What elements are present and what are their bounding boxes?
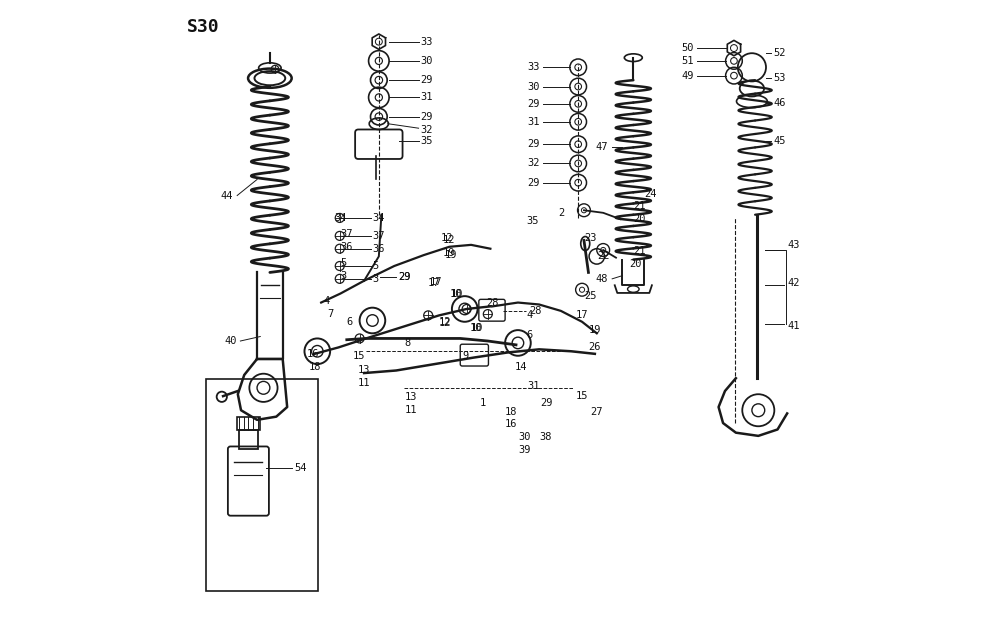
Bar (206, 379, 318, 591)
Text: 12: 12 (439, 317, 452, 327)
Text: 36: 36 (340, 242, 353, 252)
Text: 35: 35 (526, 216, 539, 226)
Text: 1: 1 (480, 397, 486, 408)
Text: 19: 19 (443, 247, 456, 258)
Text: 19: 19 (589, 325, 601, 335)
Text: 31: 31 (527, 117, 540, 127)
Text: 53: 53 (774, 73, 786, 83)
Text: 34: 34 (334, 213, 347, 223)
Text: 54: 54 (294, 463, 307, 473)
Text: 3: 3 (340, 271, 347, 281)
Text: 31: 31 (527, 381, 540, 391)
Text: 14: 14 (514, 362, 527, 372)
Text: 5: 5 (373, 261, 379, 271)
Text: 30: 30 (518, 432, 530, 442)
Text: 35: 35 (420, 136, 433, 146)
Text: 12: 12 (439, 318, 452, 328)
Text: 8: 8 (404, 338, 410, 348)
Text: 42: 42 (788, 278, 801, 288)
Text: 50: 50 (682, 43, 695, 53)
Text: 26: 26 (589, 342, 601, 353)
Text: 12: 12 (443, 235, 456, 246)
Text: S30: S30 (186, 18, 219, 36)
Text: 32: 32 (420, 125, 433, 135)
Bar (237, 417, 260, 430)
Text: 16: 16 (306, 349, 319, 359)
Text: 17: 17 (428, 278, 441, 288)
Text: 34: 34 (373, 213, 385, 223)
Text: 30: 30 (420, 56, 433, 66)
Text: 13: 13 (358, 365, 371, 376)
Text: 46: 46 (774, 97, 786, 108)
Text: 15: 15 (353, 351, 366, 361)
Text: 10: 10 (470, 323, 483, 333)
Text: 17: 17 (576, 310, 588, 320)
Text: 5: 5 (340, 258, 347, 268)
Text: 24: 24 (644, 188, 657, 199)
Text: 6: 6 (347, 317, 353, 327)
Text: 52: 52 (774, 47, 786, 58)
Text: 47: 47 (596, 142, 608, 153)
Text: 44: 44 (221, 190, 233, 201)
Text: 9: 9 (462, 351, 469, 361)
Text: 13: 13 (404, 392, 417, 403)
Text: 18: 18 (308, 362, 321, 372)
Text: 32: 32 (527, 158, 540, 169)
Text: 28: 28 (529, 306, 541, 316)
Text: 29: 29 (420, 75, 433, 85)
Text: 21: 21 (633, 246, 646, 256)
Text: 29: 29 (527, 99, 540, 109)
Text: 29: 29 (527, 178, 540, 188)
Text: 7: 7 (328, 309, 334, 319)
Text: 28: 28 (486, 297, 498, 308)
Text: 4: 4 (324, 296, 330, 306)
Text: 25: 25 (584, 291, 597, 301)
Bar (239, 430, 258, 449)
Text: 33: 33 (420, 37, 433, 47)
Text: 3: 3 (373, 274, 379, 284)
Text: 29: 29 (420, 112, 433, 122)
Text: 51: 51 (682, 56, 695, 66)
Text: 37: 37 (373, 231, 385, 241)
Text: 29: 29 (398, 272, 410, 282)
Text: 19: 19 (444, 250, 457, 260)
Text: 29: 29 (540, 397, 553, 408)
Text: 22: 22 (597, 251, 609, 262)
Text: 38: 38 (539, 432, 552, 442)
Text: 36: 36 (373, 244, 385, 254)
Text: 11: 11 (358, 378, 371, 388)
Text: 2: 2 (558, 208, 565, 218)
Text: 23: 23 (584, 233, 597, 244)
Text: 11: 11 (404, 405, 417, 415)
Text: 20: 20 (633, 214, 646, 224)
Text: 33: 33 (527, 62, 540, 72)
Text: 40: 40 (224, 336, 237, 346)
Text: 21: 21 (633, 201, 646, 212)
Text: 30: 30 (527, 81, 540, 92)
Text: 10: 10 (449, 288, 462, 299)
Text: 10: 10 (471, 323, 484, 333)
Text: 20: 20 (629, 259, 641, 269)
Text: 39: 39 (518, 445, 530, 455)
Text: 6: 6 (526, 329, 532, 340)
Text: 15: 15 (576, 391, 588, 401)
Text: 10: 10 (451, 288, 463, 299)
Text: 27: 27 (591, 406, 603, 417)
Text: 4: 4 (526, 310, 532, 320)
Text: 29: 29 (527, 139, 540, 149)
Text: 41: 41 (788, 320, 801, 331)
Text: 45: 45 (774, 136, 786, 146)
Text: 49: 49 (682, 71, 695, 81)
Text: 31: 31 (420, 92, 433, 103)
Text: 16: 16 (505, 419, 517, 429)
Text: 48: 48 (596, 274, 608, 284)
Text: 17: 17 (430, 277, 443, 287)
Text: 18: 18 (505, 406, 517, 417)
Text: 12: 12 (441, 233, 454, 244)
Text: 37: 37 (340, 229, 353, 239)
Text: 29: 29 (398, 272, 410, 282)
Text: 43: 43 (788, 240, 801, 250)
